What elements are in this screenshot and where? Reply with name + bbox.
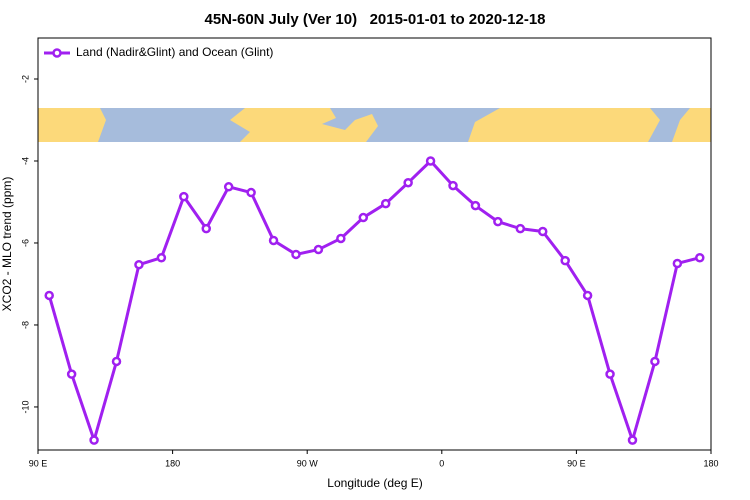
data-point [313, 244, 324, 255]
map-strip [38, 108, 711, 142]
data-point [44, 290, 54, 301]
data-point [156, 252, 167, 263]
data-point [627, 435, 638, 445]
data-point [515, 223, 526, 234]
data-point [672, 258, 683, 269]
data-point [650, 356, 660, 367]
data-point [470, 200, 481, 211]
x-tick-label: 90 E [567, 458, 586, 468]
legend-marker [52, 48, 62, 58]
data-point [582, 290, 593, 301]
legend-label: Land (Nadir&Glint) and Ocean (Glint) [76, 45, 273, 59]
data-point [538, 226, 548, 237]
x-tick-label: 180 [165, 458, 180, 468]
y-tick-label: -2 [20, 75, 30, 83]
y-axis-label: XCO2 - MLO trend (ppm) [0, 177, 14, 312]
x-tick-label: 90 E [29, 458, 48, 468]
data-point [358, 212, 369, 223]
data-point [111, 356, 122, 367]
series-line [47, 159, 701, 442]
data-point [336, 233, 346, 244]
legend-item: Land (Nadir&Glint) and Ocean (Glint) [44, 45, 273, 59]
data-point [493, 216, 503, 227]
y-tick-label: -6 [20, 239, 30, 247]
data-point [403, 177, 413, 188]
data-point [695, 252, 705, 263]
x-tick-label: 180 [703, 458, 718, 468]
data-point [291, 249, 301, 260]
data-point [425, 156, 436, 166]
x-tick-label: 0 [439, 458, 444, 468]
data-point [605, 369, 615, 379]
x-axis-label: Longitude (deg E) [327, 476, 422, 490]
y-tick-label: -10 [20, 400, 30, 413]
data-point [448, 180, 458, 191]
data-point [201, 223, 211, 234]
data-point [179, 191, 189, 202]
data-point [268, 235, 279, 246]
data-point [223, 182, 234, 192]
y-tick-label: -4 [20, 157, 30, 165]
plot-frame [37, 37, 712, 451]
chart-title: 45N-60N July (Ver 10) 2015-01-01 to 2020… [204, 11, 545, 28]
data-point [89, 435, 99, 445]
data-point [380, 198, 391, 209]
y-tick-label: -8 [20, 321, 30, 329]
data-point [66, 369, 77, 379]
data-point [134, 259, 144, 270]
x-tick-label: 90 W [297, 458, 319, 468]
data-point [246, 187, 256, 198]
data-point [560, 255, 570, 266]
